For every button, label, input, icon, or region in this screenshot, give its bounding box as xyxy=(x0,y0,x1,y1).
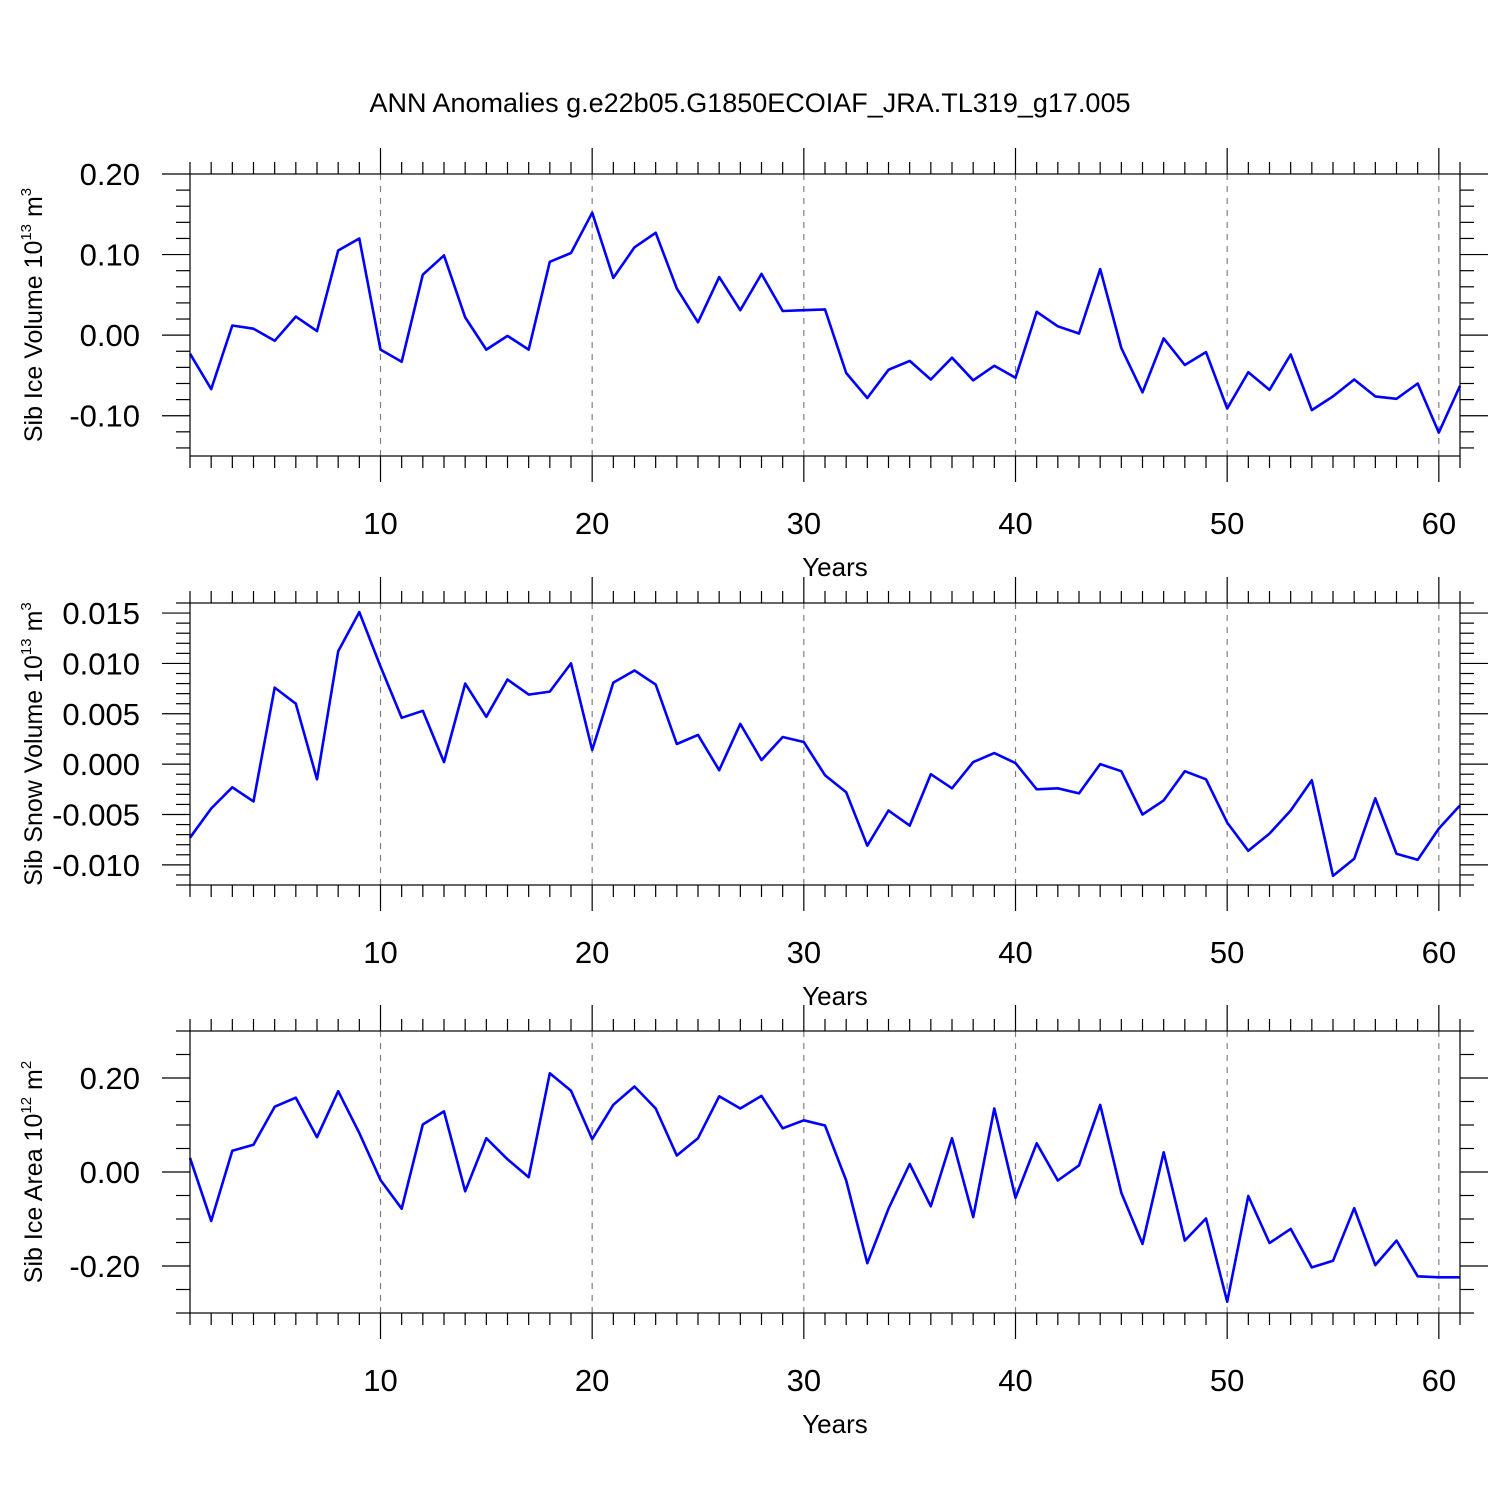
y-tick-label: 0.005 xyxy=(62,697,140,732)
x-axis-label: Years xyxy=(802,552,868,582)
panel-ice-area: 10 20 30 40 50 60 Years 0.20 0.00 -0.20 Sib Ice Ar… xyxy=(18,1005,1488,1439)
y-axis-label-unit-exponent: 2 xyxy=(18,1061,35,1069)
x-tick-label: 60 xyxy=(1422,1363,1456,1398)
plot-frame xyxy=(189,173,1461,457)
plot-frame xyxy=(189,602,1461,886)
x-tick-label: 60 xyxy=(1422,506,1456,541)
x-tick-label: 20 xyxy=(575,1363,609,1398)
y-tick-label: 0.015 xyxy=(62,596,140,631)
x-tick-label: 60 xyxy=(1422,935,1456,970)
x-tick-label: 40 xyxy=(998,1363,1032,1398)
y-axis-label-unit: m xyxy=(20,1069,48,1097)
series-line-snow-volume xyxy=(188,610,1461,878)
x-tick-label: 40 xyxy=(998,935,1032,970)
chart-title: ANN Anomalies g.e22b05.G1850ECOIAF_JRA.T… xyxy=(370,88,1131,118)
y-tick-label: -0.005 xyxy=(52,798,140,833)
panel-snow-volume: 10 20 30 40 50 60 Years 0.015 0.010 0.005 0.000 -0.… xyxy=(18,577,1488,1011)
y-tick-label: -0.20 xyxy=(69,1249,140,1284)
y-axis-label: Sib Ice Area 1012 m2 xyxy=(18,1061,48,1283)
y-axis-label-exponent: 12 xyxy=(18,1097,35,1114)
y-tick-label: 0.000 xyxy=(62,747,140,782)
y-axis-label-unit: m xyxy=(20,611,48,639)
y-axis-label-exponent: 13 xyxy=(18,224,35,241)
x-tick-label: 50 xyxy=(1210,1363,1244,1398)
y-axis-label: Sib Snow Volume 1013 m3 xyxy=(18,602,48,886)
y-tick-label: -0.10 xyxy=(69,399,140,434)
series-line-ice-volume xyxy=(188,211,1462,434)
plot-frame xyxy=(189,1030,1461,1314)
y-tick-label: 0.20 xyxy=(80,1061,140,1096)
y-tick-label: 0.20 xyxy=(80,157,140,192)
x-tick-label: 20 xyxy=(575,506,609,541)
x-tick-label: 20 xyxy=(575,935,609,970)
y-tick-label: -0.010 xyxy=(52,848,140,883)
x-tick-label: 10 xyxy=(363,506,397,541)
y-axis-label: Sib Ice Volume 1013 m3 xyxy=(18,188,48,442)
y-tick-label: 0.00 xyxy=(80,318,140,353)
y-axis-label-text: Sib Snow Volume 10 xyxy=(20,655,48,886)
y-axis-label-text: Sib Ice Area 10 xyxy=(20,1114,48,1284)
y-tick-label: 0.00 xyxy=(80,1155,140,1190)
y-axis-label-unit: m xyxy=(20,196,48,224)
x-axis-label: Years xyxy=(802,981,868,1011)
x-tick-label: 40 xyxy=(998,506,1032,541)
y-tick-label: 0.010 xyxy=(62,646,140,681)
x-axis-label: Years xyxy=(802,1409,868,1439)
x-tick-label: 10 xyxy=(363,1363,397,1398)
x-tick-label: 50 xyxy=(1210,506,1244,541)
series-line-ice-area xyxy=(188,1072,1460,1303)
y-axis-label-unit-exponent: 3 xyxy=(18,188,35,196)
x-tick-label: 30 xyxy=(787,935,821,970)
y-axis-label-unit-exponent: 3 xyxy=(18,602,35,610)
x-tick-label: 50 xyxy=(1210,935,1244,970)
y-axis-label-text: Sib Ice Volume 10 xyxy=(20,241,48,443)
panel-ice-volume: 10 20 30 40 50 60 Years 0.20 0.10 0.00 -0.10 Sib Ic… xyxy=(18,148,1488,582)
y-axis-label-exponent: 13 xyxy=(18,638,35,655)
x-tick-label: 30 xyxy=(787,1363,821,1398)
x-tick-label: 30 xyxy=(787,506,821,541)
x-tick-label: 10 xyxy=(363,935,397,970)
y-tick-label: 0.10 xyxy=(80,238,140,273)
